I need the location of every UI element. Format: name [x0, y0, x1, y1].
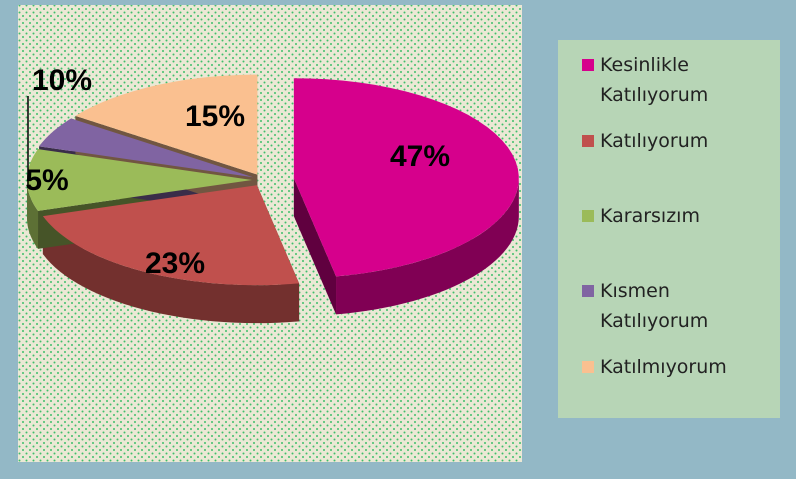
data-label: 15% — [185, 100, 245, 133]
data-label: 47% — [390, 140, 450, 173]
slice — [42, 185, 300, 286]
legend-item: Katılmıyorum — [582, 352, 778, 382]
legend-label: Kısmen Katılıyorum — [600, 280, 709, 332]
slice-wall — [336, 178, 519, 315]
legend-swatch — [582, 135, 594, 147]
slice — [27, 149, 252, 211]
legend-swatch — [582, 210, 594, 222]
data-label: 23% — [145, 247, 205, 280]
legend-label: Kararsızım — [600, 205, 700, 227]
legend-label: Kesinlikle Katılıyorum — [600, 54, 709, 106]
legend-item: Kısmen Katılıyorum — [582, 276, 778, 336]
legend-item: Katılıyorum — [582, 126, 778, 156]
legend-item: Kararsızım — [582, 201, 778, 231]
slice — [293, 78, 519, 277]
legend: Kesinlikle Katılıyorum Katılıyorum Kararsı… — [558, 40, 780, 418]
legend-label: Katılmıyorum — [600, 356, 727, 378]
legend-swatch — [582, 59, 594, 71]
slice-wall — [42, 216, 300, 324]
legend-item: Kesinlikle Katılıyorum — [582, 50, 778, 110]
slice — [75, 74, 258, 175]
data-label: 10% — [32, 64, 92, 97]
legend-swatch — [582, 285, 594, 297]
legend-label: Katılıyorum — [600, 130, 709, 152]
legend-swatch — [582, 361, 594, 373]
data-label: 5% — [25, 164, 68, 197]
slice — [39, 118, 254, 178]
slice-side — [293, 178, 337, 315]
slice-wall — [27, 180, 39, 249]
